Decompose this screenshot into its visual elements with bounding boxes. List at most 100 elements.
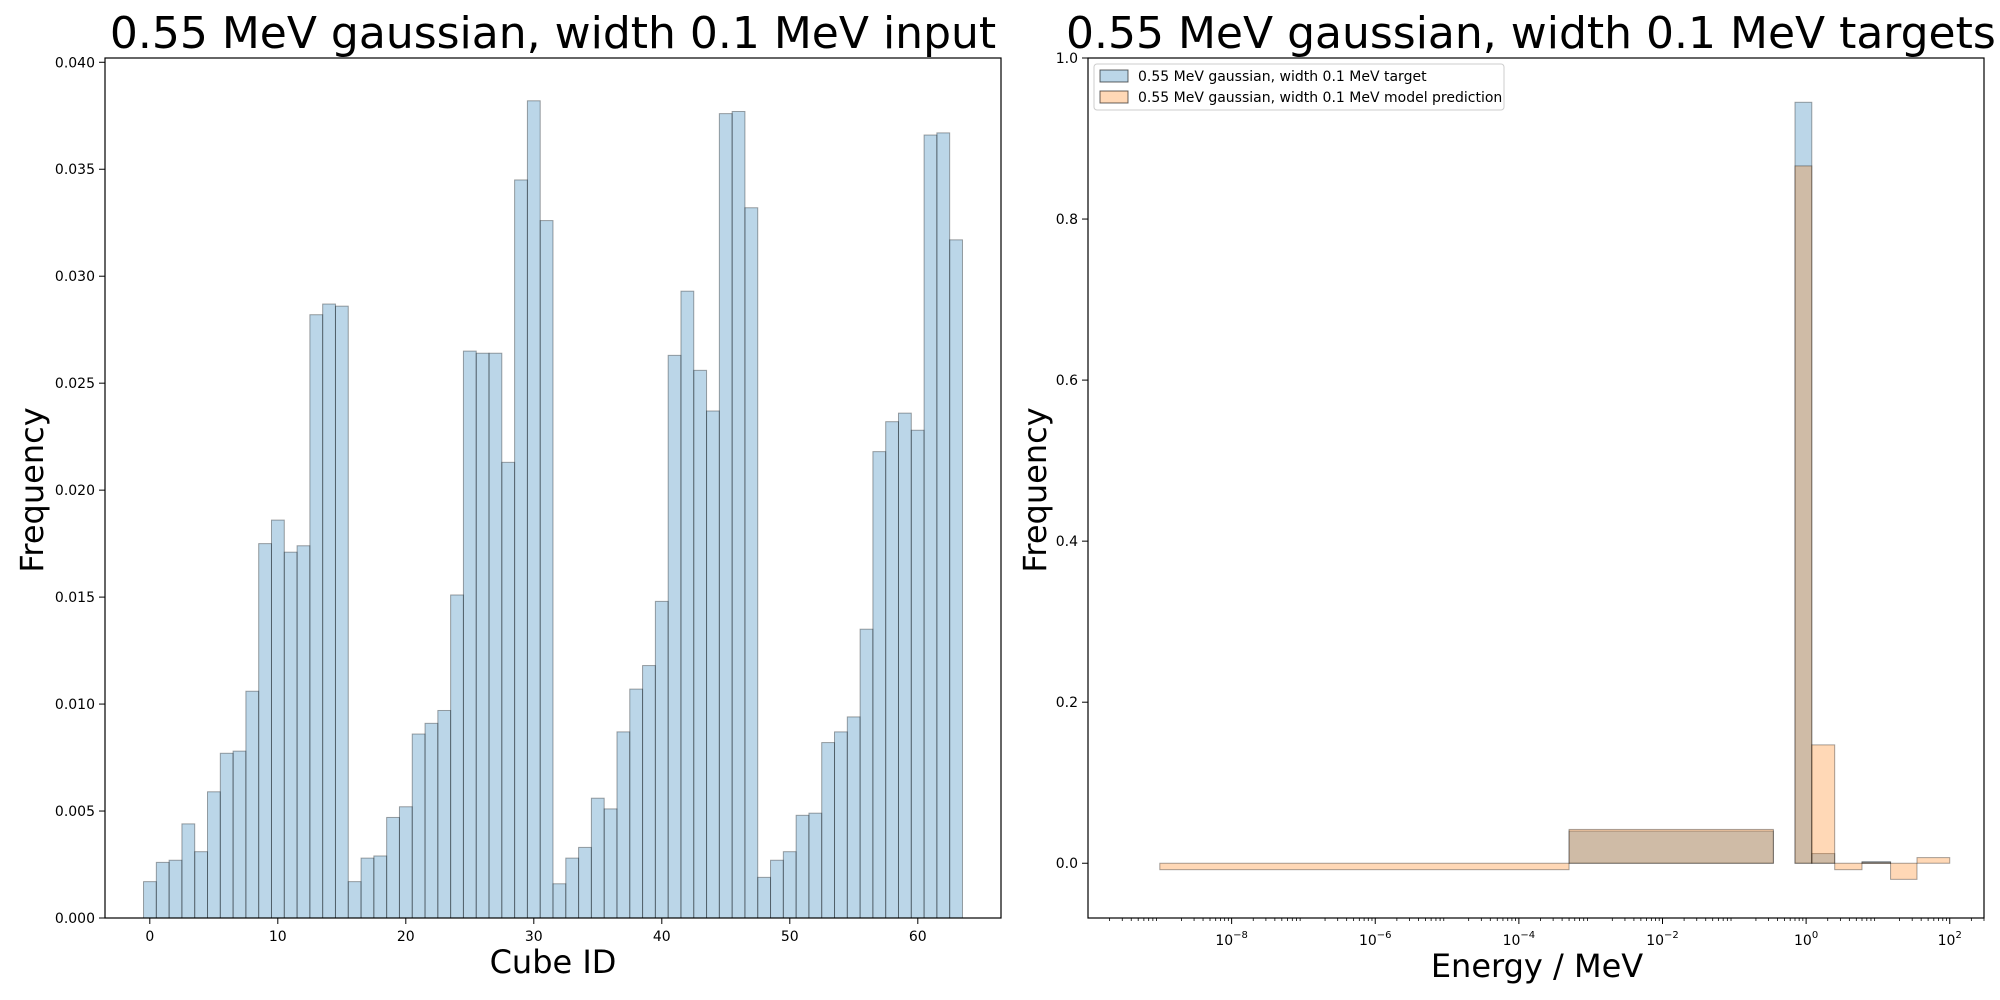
bar-cube-31	[539, 220, 554, 919]
right-ytick-label: 1.0	[1056, 51, 1078, 67]
left-xtick-label: 50	[781, 929, 799, 945]
bar-cube-48	[757, 876, 772, 919]
left-ytick-label: 0.035	[55, 162, 95, 178]
legend-swatch-target	[1099, 69, 1129, 83]
bar-cube-63	[949, 239, 963, 919]
prediction-bar-0	[1159, 862, 1570, 871]
left-bars-group	[143, 100, 963, 919]
left-ytick-label: 0.015	[55, 590, 95, 606]
bar-cube-10	[270, 519, 285, 919]
bar-cube-58	[885, 421, 899, 919]
bar-cube-8	[245, 690, 260, 919]
bar-cube-54	[834, 731, 848, 919]
right-y-axis-label: Frequency	[1016, 407, 1054, 572]
target-bar-4	[1811, 853, 1836, 864]
bar-cube-45	[718, 113, 733, 919]
left-ytick-label: 0.030	[55, 269, 95, 285]
right-ytick-label: 0.0	[1056, 856, 1078, 872]
prediction-bar-3	[1794, 165, 1813, 864]
bar-cube-24	[450, 594, 464, 919]
bar-cube-25	[462, 350, 477, 919]
legend-box	[1093, 63, 1505, 111]
bar-cube-0	[143, 881, 157, 919]
bar-cube-30	[526, 100, 541, 919]
left-ytick-label: 0.020	[55, 483, 95, 499]
bar-cube-52	[808, 812, 823, 919]
left-ytick-label: 0.025	[55, 376, 95, 392]
left-x-axis-label: Cube ID	[490, 943, 617, 981]
bar-cube-20	[398, 806, 413, 919]
prediction-bar-7	[1890, 862, 1918, 880]
legend-label-prediction: 0.55 MeV gaussian, width 0.1 MeV model p…	[1138, 90, 1502, 106]
prediction-bar-5	[1834, 862, 1863, 871]
bar-cube-42	[680, 290, 695, 919]
right-ytick-label: 0.2	[1056, 695, 1078, 711]
bar-cube-5	[207, 791, 221, 919]
bar-cube-40	[654, 600, 669, 919]
right-ytick-label: 0.4	[1056, 534, 1078, 550]
right-xtick-label: 10−6	[1359, 930, 1392, 949]
bar-cube-28	[501, 461, 516, 919]
bar-cube-12	[296, 545, 311, 919]
bar-cube-62	[936, 132, 951, 919]
left-xtick-label: 60	[909, 929, 927, 945]
right-bars-group	[1159, 101, 1951, 880]
bar-cube-46	[731, 110, 746, 919]
bar-cube-38	[629, 688, 644, 919]
left-xtick-label: 10	[269, 929, 287, 945]
energy-histogram: 0.55 MeV gaussian, width 0.1 MeV targets…	[1016, 8, 1996, 985]
left-ytick-label: 0.005	[55, 804, 95, 820]
bar-cube-33	[565, 857, 580, 919]
left-ytick-label: 0.000	[55, 911, 95, 927]
left-chart-title: 0.55 MeV gaussian, width 0.1 MeV input	[110, 8, 996, 59]
bar-cube-29	[514, 179, 528, 919]
right-x-ticks: 10−8 10−6 10−4 10−2 100 102	[1109, 918, 1985, 949]
target-bar-1	[1568, 830, 1774, 864]
bar-cube-34	[578, 846, 592, 919]
left-y-ticks: 0.000 0.005 0.010 0.015 0.020 0.025 0.030 0.035…	[55, 55, 105, 927]
target-bar-3	[1794, 101, 1813, 864]
bar-cube-47	[744, 207, 759, 919]
bar-cube-27	[488, 352, 503, 919]
bar-cube-3	[181, 823, 196, 919]
bar-cube-39	[642, 665, 656, 919]
right-xtick-label: 100	[1794, 930, 1818, 949]
bar-cube-56	[859, 628, 874, 919]
bar-cube-32	[552, 883, 567, 919]
bar-cube-26	[475, 352, 490, 919]
bar-cube-35	[590, 797, 605, 919]
bar-cube-17	[360, 857, 375, 919]
right-xtick-label: 10−8	[1215, 930, 1248, 949]
bar-cube-23	[437, 709, 452, 919]
bar-cube-57	[872, 451, 887, 919]
bar-cube-15	[334, 305, 349, 919]
right-y-ticks: 0.0 0.2 0.4 0.6 0.8 1.0	[1056, 51, 1088, 872]
right-xtick-label: 10−2	[1646, 930, 1679, 949]
left-xtick-label: 0	[145, 929, 154, 945]
right-axes-frame	[1087, 57, 1985, 919]
right-ytick-label: 0.8	[1056, 212, 1078, 228]
right-chart-title: 0.55 MeV gaussian, width 0.1 MeV targets	[1066, 8, 1996, 59]
legend-swatch-prediction	[1099, 90, 1129, 104]
bar-cube-41	[667, 354, 682, 919]
bar-cube-9	[258, 543, 272, 919]
bar-cube-11	[283, 551, 298, 919]
bar-cube-6	[219, 752, 234, 919]
prediction-bar-1	[1568, 828, 1774, 864]
bar-cube-36	[603, 808, 618, 919]
prediction-bar-6	[1861, 861, 1892, 864]
legend-label-target: 0.55 MeV gaussian, width 0.1 MeV target	[1138, 69, 1427, 85]
right-x-axis-label: Energy / MeV	[1431, 947, 1643, 985]
bar-cube-37	[616, 731, 631, 919]
bar-cube-59	[897, 412, 912, 919]
left-xtick-label: 40	[653, 929, 671, 945]
right-legend: 0.55 MeV gaussian, width 0.1 MeV target …	[1093, 63, 1505, 111]
left-ytick-label: 0.010	[55, 697, 95, 713]
bar-cube-53	[821, 742, 836, 919]
left-ytick-label: 0.040	[55, 55, 95, 71]
left-xtick-label: 20	[397, 929, 415, 945]
bar-cube-1	[155, 861, 170, 919]
right-xtick-label: 102	[1938, 930, 1962, 949]
bar-cube-4	[194, 851, 209, 919]
